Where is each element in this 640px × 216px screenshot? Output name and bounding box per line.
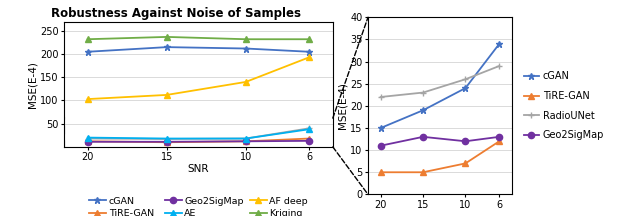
cGAN bbox=[495, 43, 503, 45]
Geo2SigMap bbox=[242, 140, 250, 143]
TiRE-GAN bbox=[305, 137, 313, 140]
Line: cGAN: cGAN bbox=[84, 44, 312, 55]
TiRE-GAN bbox=[163, 141, 171, 144]
cGAN bbox=[163, 46, 171, 48]
cGAN bbox=[305, 51, 313, 53]
RadioUNet bbox=[377, 96, 385, 98]
Geo2SigMap bbox=[461, 140, 469, 143]
AE bbox=[163, 137, 171, 140]
RadioUNet bbox=[305, 127, 313, 130]
TiRE-GAN bbox=[495, 140, 503, 143]
Kriging bbox=[242, 38, 250, 41]
Kriging bbox=[163, 36, 171, 38]
Legend: cGAN, TiRE-GAN, RadioUNet, Geo2SigMap: cGAN, TiRE-GAN, RadioUNet, Geo2SigMap bbox=[524, 71, 604, 140]
Legend: cGAN, TiRE-GAN, RadioUNet, Geo2SigMap, AE, AF deep, Kriging: cGAN, TiRE-GAN, RadioUNet, Geo2SigMap, A… bbox=[89, 197, 308, 216]
Kriging bbox=[305, 38, 313, 41]
Line: AE: AE bbox=[84, 126, 312, 142]
TiRE-GAN bbox=[419, 171, 427, 174]
AE bbox=[305, 128, 313, 130]
RadioUNet bbox=[495, 65, 503, 67]
Geo2SigMap bbox=[84, 140, 92, 143]
RadioUNet bbox=[242, 137, 250, 140]
RadioUNet bbox=[461, 78, 469, 81]
AF deep bbox=[163, 94, 171, 96]
Text: Robustness Against Noise of Samples: Robustness Against Noise of Samples bbox=[51, 7, 301, 21]
Line: Geo2SigMap: Geo2SigMap bbox=[378, 134, 502, 149]
X-axis label: SNR: SNR bbox=[188, 164, 209, 174]
Line: Kriging: Kriging bbox=[84, 34, 312, 42]
AE bbox=[84, 136, 92, 139]
Line: TiRE-GAN: TiRE-GAN bbox=[378, 138, 502, 175]
cGAN bbox=[377, 127, 385, 129]
TiRE-GAN bbox=[242, 140, 250, 143]
Line: RadioUNet: RadioUNet bbox=[84, 125, 312, 142]
Kriging bbox=[84, 38, 92, 41]
Geo2SigMap bbox=[495, 136, 503, 138]
Geo2SigMap bbox=[377, 145, 385, 147]
Y-axis label: MSE(E-4): MSE(E-4) bbox=[337, 82, 347, 129]
AF deep bbox=[305, 56, 313, 59]
Line: Geo2SigMap: Geo2SigMap bbox=[84, 138, 312, 145]
AF deep bbox=[84, 98, 92, 100]
cGAN bbox=[419, 109, 427, 111]
cGAN bbox=[461, 87, 469, 89]
cGAN bbox=[242, 47, 250, 50]
cGAN bbox=[84, 51, 92, 53]
TiRE-GAN bbox=[377, 171, 385, 174]
Line: RadioUNet: RadioUNet bbox=[378, 63, 502, 100]
TiRE-GAN bbox=[461, 162, 469, 165]
Geo2SigMap bbox=[305, 140, 313, 142]
TiRE-GAN bbox=[84, 140, 92, 143]
Line: TiRE-GAN: TiRE-GAN bbox=[84, 135, 312, 145]
Geo2SigMap bbox=[163, 140, 171, 143]
RadioUNet bbox=[163, 138, 171, 140]
Line: cGAN: cGAN bbox=[378, 41, 502, 131]
Geo2SigMap bbox=[419, 136, 427, 138]
AE bbox=[242, 137, 250, 140]
RadioUNet bbox=[419, 91, 427, 94]
Line: AF deep: AF deep bbox=[84, 54, 312, 102]
Bar bbox=[0, 118, 64, 147]
RadioUNet bbox=[84, 137, 92, 140]
Y-axis label: MSE(E-4): MSE(E-4) bbox=[27, 61, 37, 108]
AF deep bbox=[242, 81, 250, 83]
